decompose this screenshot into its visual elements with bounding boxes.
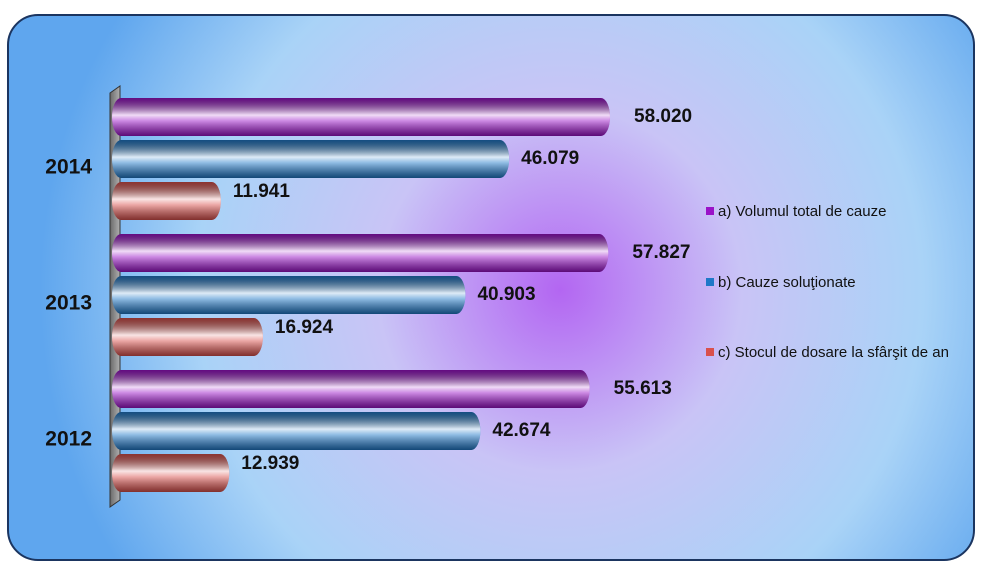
legend-item: a) Volumul total de cauze — [706, 202, 968, 221]
value-label: 16.924 — [275, 317, 334, 338]
legend-label: b) Cauze soluţionate — [718, 274, 856, 291]
legend-label: a) Volumul total de cauze — [718, 203, 887, 220]
bar-shine — [112, 140, 510, 178]
bar-shine — [112, 234, 609, 272]
bar-shine — [112, 182, 221, 220]
legend-item: c) Stocul de dosare la sfârşit de an — [706, 343, 968, 362]
legend-swatch — [706, 348, 714, 356]
legend-swatch — [706, 278, 714, 286]
bar-shine — [112, 276, 466, 314]
legend-item: b) Cauze soluţionate — [706, 273, 968, 292]
category-label: 2012 — [45, 428, 92, 451]
bar-shine — [112, 98, 610, 136]
value-label: 12.939 — [241, 453, 299, 474]
value-label: 55.613 — [614, 378, 672, 399]
category-label: 2014 — [45, 156, 92, 179]
category-label: 2013 — [45, 292, 92, 315]
value-label: 46.079 — [521, 148, 579, 169]
value-label: 58.020 — [634, 106, 692, 127]
value-label: 40.903 — [477, 284, 535, 305]
bar-shine — [112, 412, 481, 450]
value-label: 57.827 — [632, 242, 690, 263]
bar-shine — [112, 454, 230, 492]
bar-shine — [112, 318, 263, 356]
legend-swatch — [706, 207, 714, 215]
bar-shine — [112, 370, 590, 408]
value-label: 42.674 — [492, 420, 551, 441]
value-label: 11.941 — [233, 181, 290, 202]
legend-label: c) Stocul de dosare la sfârşit de an — [718, 344, 949, 361]
